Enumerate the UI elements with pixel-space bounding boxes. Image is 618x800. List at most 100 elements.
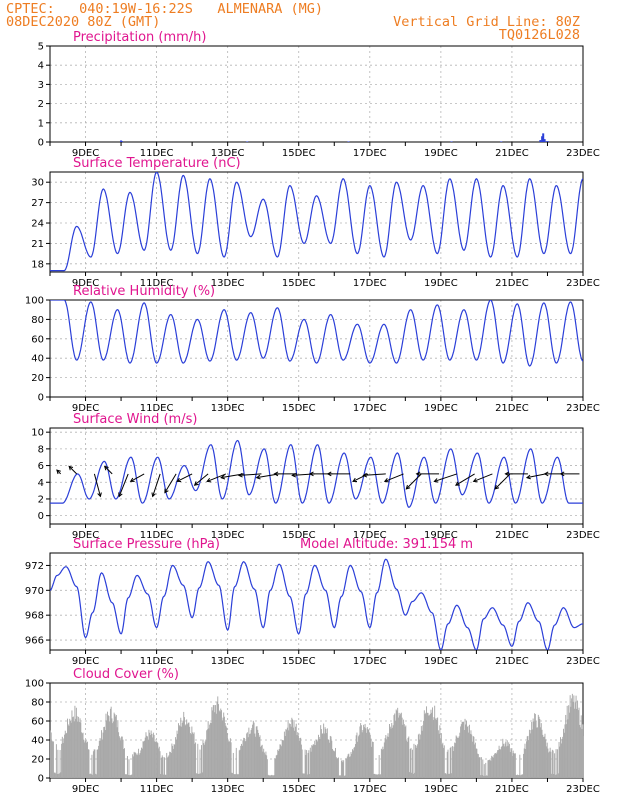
cloud-bar <box>138 748 140 778</box>
cloud-bar <box>376 774 378 778</box>
pressure-ytick-label: 968 <box>25 611 44 622</box>
cloud-bar <box>174 744 176 778</box>
cloud-bar <box>401 717 403 778</box>
cloud-bar <box>313 745 315 778</box>
wind-vector-head <box>326 471 332 477</box>
cloud-xtick-label: 17DEC <box>353 784 387 795</box>
temperature-ytick-label: 24 <box>31 219 44 230</box>
humidity-title: Relative Humidity (%) <box>73 284 215 299</box>
cloud-ytick-label: 60 <box>31 717 44 728</box>
cloud-bar <box>90 774 92 778</box>
cloud-bar <box>69 720 71 778</box>
cloud-ytick-label: 100 <box>25 679 44 690</box>
cloud-bar <box>245 741 247 778</box>
wind-vector-head <box>206 478 212 483</box>
cloud-bar <box>426 712 428 778</box>
precip-ytick-label: 4 <box>38 61 44 72</box>
cloud-bar <box>316 739 318 778</box>
cloud-xtick-label: 23DEC <box>566 784 600 795</box>
wind-vector-arrow <box>454 473 475 486</box>
wind-vector-arrow <box>103 465 113 475</box>
cloud-bar <box>182 720 184 778</box>
cloud-bar <box>240 745 242 778</box>
cloud-bar <box>248 727 250 778</box>
cloud-bar <box>199 749 201 778</box>
cloud-bar <box>394 713 396 778</box>
cloud-bar <box>240 743 242 778</box>
cloud-bar <box>172 748 174 778</box>
cloud-bar <box>543 736 545 778</box>
cloud-bar <box>204 741 206 778</box>
cloud-bar <box>285 729 287 778</box>
cloud-bar <box>468 724 470 778</box>
cloud-bar <box>417 734 419 778</box>
precip-title: Precipitation (mm/h) <box>73 30 206 45</box>
cloud-bar <box>457 737 459 778</box>
cloud-bar <box>232 752 234 778</box>
cloud-bar <box>548 752 550 778</box>
cloud-bar <box>420 726 422 778</box>
cloud-bar <box>291 717 293 778</box>
cloud-bar <box>289 723 291 778</box>
cloud-bar <box>508 742 510 778</box>
cloud-bar <box>292 719 294 778</box>
cloud-bar <box>103 727 105 778</box>
cloud-bar <box>50 732 52 778</box>
cloud-bar <box>235 747 237 778</box>
cloud-bar <box>142 741 144 778</box>
cloud-bar <box>519 754 521 778</box>
wind-vector-arrow <box>405 473 422 490</box>
cloud-bar <box>509 751 511 778</box>
cloud-bar <box>333 750 335 778</box>
precip-xtick-label: 19DEC <box>424 148 458 159</box>
cloud-bar <box>210 723 212 778</box>
cloud-bar <box>236 773 238 778</box>
cloud-bar <box>260 745 262 778</box>
cloud-bar <box>329 742 331 778</box>
cloud-bar <box>126 774 128 778</box>
cloud-bar <box>473 736 475 778</box>
cloud-bar <box>526 736 528 778</box>
humidity-ytick-label: 0 <box>38 393 44 404</box>
cloud-bar <box>179 726 181 778</box>
cloud-bar <box>217 696 219 778</box>
wind-panel: 0 2 4 6 8 10 9DEC 11DEC 13DEC 15DEC 17DEC 19DEC 21DE… <box>31 412 600 541</box>
cloud-bar <box>414 744 416 778</box>
cloud-bar <box>365 728 367 778</box>
cloud-bar <box>134 752 136 778</box>
wind-vector-head <box>454 481 460 486</box>
cloud-bar <box>186 719 188 778</box>
cloud-bar <box>126 756 128 778</box>
temperature-ytick-label: 18 <box>31 259 44 270</box>
cloud-bar <box>200 773 202 778</box>
cloud-bar <box>109 721 111 778</box>
humidity-xtick-label: 13DEC <box>211 403 245 414</box>
cloud-bar <box>198 773 200 778</box>
cloud-bar <box>491 756 493 778</box>
wind-vector-arrow <box>415 471 440 477</box>
wind-vector-shaft <box>68 466 78 475</box>
cloud-bar <box>345 758 347 778</box>
cloud-bar <box>294 730 296 778</box>
precip-axes-box <box>49 45 584 143</box>
cloud-bar <box>312 744 314 778</box>
cloud-bar <box>140 750 142 778</box>
cloud-bar <box>477 753 479 778</box>
cloud-bar <box>226 727 228 778</box>
cloud-bar <box>462 721 464 778</box>
cloud-bar <box>577 710 579 778</box>
cloud-bar <box>238 774 239 778</box>
cloud-bar <box>466 720 467 778</box>
cloud-bar <box>574 702 576 778</box>
cloud-bar <box>394 720 396 778</box>
precip-ytick-label: 2 <box>38 99 44 110</box>
cloud-bar <box>175 739 177 778</box>
cloud-bar <box>121 736 123 778</box>
cloud-bar <box>162 757 164 778</box>
cloud-bar <box>468 732 470 778</box>
wind-vector-head <box>220 474 226 480</box>
cloud-bar <box>99 737 101 778</box>
cloud-bar <box>385 735 387 778</box>
cloud-bar <box>98 745 100 778</box>
cloud-bar <box>533 721 535 778</box>
